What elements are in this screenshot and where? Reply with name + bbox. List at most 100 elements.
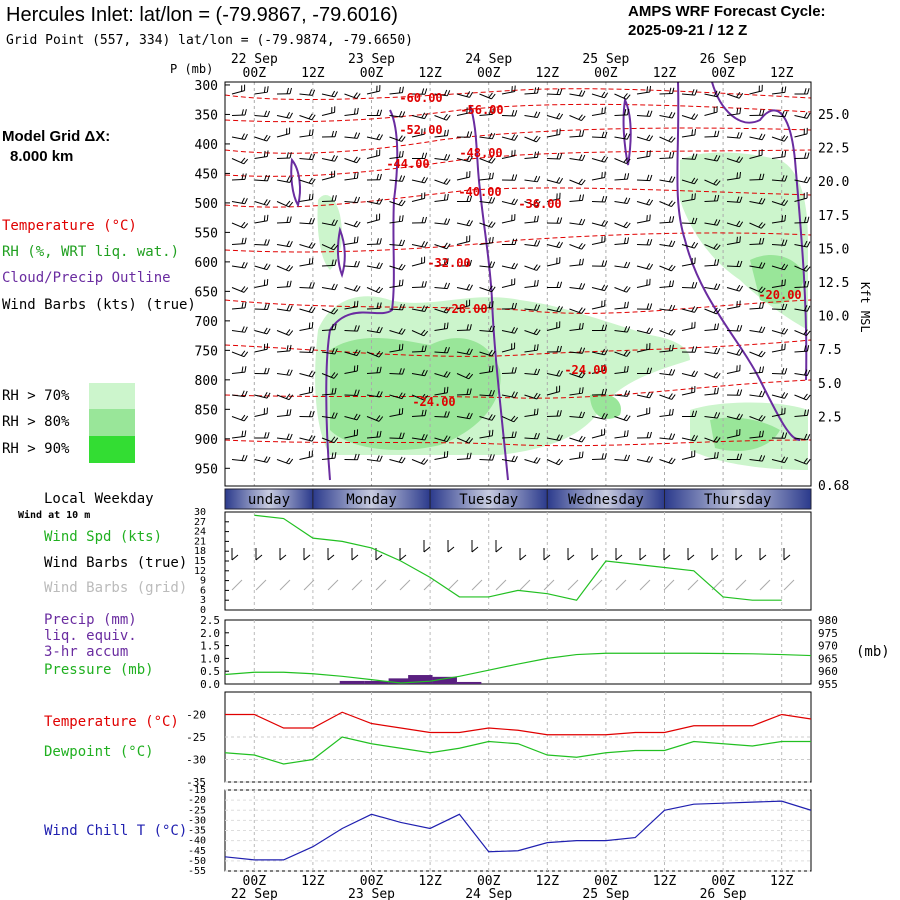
wind-barb [681, 198, 695, 202]
wind-barb-feather [646, 431, 649, 438]
wind-tick-label: 12 [194, 566, 206, 577]
wind-barb-feather [807, 152, 810, 159]
wind-barb-feather [491, 236, 494, 243]
wind-tick-label: 15 [194, 556, 206, 567]
wind-barb [614, 435, 628, 439]
wind-barb [366, 307, 381, 310]
wind-barb-feather [691, 113, 696, 119]
wind-barb-feather [263, 456, 268, 462]
temperature-contour [225, 103, 811, 123]
true-wind-barb-feather [375, 554, 383, 561]
pressure-tick-label: 970 [818, 640, 838, 653]
wind-barb-feather [375, 350, 381, 357]
wind-barb-feather [488, 156, 493, 163]
wind-barb [569, 244, 582, 250]
wind-barb-feather [556, 241, 561, 248]
wind-barb [411, 262, 425, 267]
wind-barb-feather [446, 218, 451, 225]
wind-barb-feather [402, 368, 405, 375]
wind-barb-feather [806, 177, 811, 183]
wind-barb [276, 265, 290, 272]
wind-barb-feather [578, 411, 583, 418]
local-weekday-title: Local Weekday [44, 491, 154, 507]
wind-barb-feather [443, 89, 448, 96]
wind-barb-feather [601, 348, 606, 355]
wind-barb-feather [267, 432, 270, 439]
wind-barb-feather [626, 173, 630, 180]
wind-barb-feather [353, 301, 356, 308]
wind-barb [344, 370, 358, 374]
wind-barb-feather [469, 284, 473, 291]
wind-barb [636, 330, 650, 335]
weekday-label: Tuesday [459, 492, 518, 508]
rh80-region [710, 417, 780, 451]
temperature-contour-label: -56.00 [460, 103, 503, 117]
wind-barb-feather [312, 410, 315, 417]
grid-wind-barb [327, 579, 339, 591]
wind-barb-feather [713, 323, 717, 330]
wind-barb [614, 242, 628, 245]
wind-barb-feather [649, 239, 653, 246]
precip-bar [432, 676, 457, 684]
wind-barb-feather [717, 130, 720, 137]
wind-barb [321, 111, 335, 116]
wind-barb [479, 93, 492, 100]
wind-barb-feather [558, 459, 564, 466]
wind-barb-feather [443, 113, 448, 120]
wind-barb-feather [353, 236, 356, 243]
bottom-date-label: 23 Sep [348, 887, 395, 900]
wind-barb-feather [803, 176, 808, 183]
wind-barb-feather [424, 345, 427, 352]
wind-barb-feather [401, 239, 406, 246]
rh70-region [680, 152, 808, 330]
wind-barb-feather [559, 177, 564, 184]
wind-barb-feather [488, 365, 491, 372]
wind-barb-feather [739, 221, 744, 228]
wind-barb [681, 391, 695, 396]
wind-barb-feather [446, 129, 449, 136]
wind-barb-feather [398, 135, 403, 141]
wind-barb-feather [511, 431, 514, 438]
precip-tick-label: 2.5 [200, 614, 220, 627]
wind-barb-feather [578, 435, 583, 442]
wind-barb [749, 287, 762, 294]
pressure-tick-label: 300 [195, 79, 218, 94]
wind-barb-feather [601, 284, 606, 291]
wind-barb-feather [331, 219, 335, 226]
wind-barb [434, 373, 448, 378]
wind-barb-feather [649, 328, 654, 334]
wind-barb [434, 437, 448, 443]
wind-barb-feather [671, 433, 676, 440]
wind-barb-feather [691, 410, 695, 417]
wind-barb-feather [668, 264, 673, 271]
wind-barb-feather [353, 196, 358, 203]
wind-barb-feather [466, 388, 469, 395]
wind-barb [276, 133, 290, 138]
wind-barb-feather [266, 214, 269, 221]
wind-barb-feather [488, 301, 491, 308]
wind-barb-feather [443, 371, 448, 377]
wind-barb-feather [713, 243, 718, 249]
wind-barb [726, 113, 740, 116]
wind-barb-feather [716, 387, 719, 394]
wind-barb [389, 459, 403, 464]
wind-barb-feather [671, 216, 675, 223]
wind-barb-feather [398, 199, 403, 206]
wind-barb-feather [784, 457, 789, 463]
wind-barb [254, 413, 268, 417]
wind-barb-feather [559, 217, 563, 224]
wind-barb [636, 459, 650, 463]
grid-wind-barb [783, 579, 795, 591]
cloud-outline [676, 82, 801, 441]
wind-barb-feather [491, 301, 494, 308]
wind-barb [546, 326, 560, 331]
wind-barb-feather [469, 220, 473, 227]
wind-barb [389, 201, 402, 207]
wind-barb-feather [623, 93, 628, 99]
wind-barb [726, 177, 740, 181]
wind-barb-feather [285, 457, 291, 464]
wind-barb [299, 287, 313, 289]
wind-barb-feather [421, 345, 424, 352]
wind-barb [411, 415, 426, 417]
wind-barb-feather [626, 326, 631, 333]
